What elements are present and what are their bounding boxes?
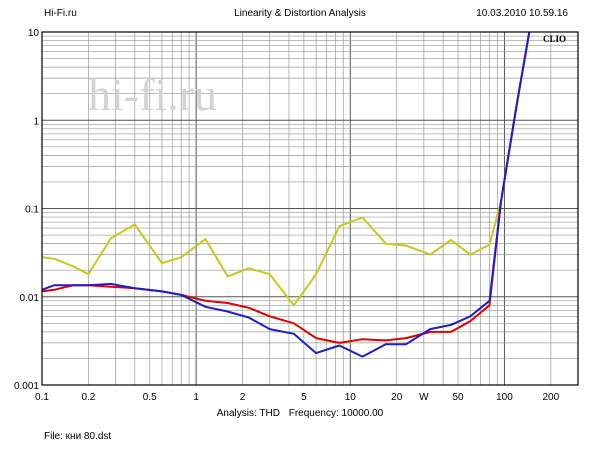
plot-frame [41,31,579,386]
clio-badge: CLIO [543,34,566,44]
x-tick-label: 0.5 [143,392,157,403]
series-layer [41,31,531,358]
y-tick-label: 10 [28,28,40,39]
x-tick-label: 2 [240,392,246,403]
series-line-2 [41,31,531,344]
x-tick-label: 5 [301,392,307,403]
y-tick-label: 0.001 [14,381,39,392]
x-tick-label: 200 [543,392,560,403]
y-tick-label: 0.1 [25,205,39,216]
x-tick-label: 10 [345,392,357,403]
y-tick-label: 0.01 [20,293,40,304]
axis-ticks: 0.1 0.2 0.5 1 2 5 10 20 W 50 100 200 10 1 0.1 0.01 0.001 [14,28,560,403]
x-tick-label: W [419,392,429,403]
x-tick-label: 20 [391,392,403,403]
x-tick-label: 1 [193,392,199,403]
series-line-1 [41,31,531,307]
series-line-3 [41,31,531,358]
x-tick-label: 100 [496,392,513,403]
x-tick-label: 50 [452,392,464,403]
analysis-info: Analysis: THD Frequency: 10000.00 [0,408,600,419]
analysis-type: Analysis: THD [216,408,280,419]
header-datetime: 10.03.2010 10.59.16 [476,8,568,19]
analysis-frequency: Frequency: 10000.00 [288,408,384,419]
x-tick-label: 0.1 [35,392,49,403]
file-name: File: кни 80.dst [44,431,112,442]
y-tick-label: 1 [33,116,39,127]
chart-title: Linearity & Distortion Analysis [234,8,366,19]
watermark-logo: hi-fi.ru [88,69,217,120]
header-site-label: Hi-Fi.ru [44,8,77,19]
grid [42,32,578,385]
x-tick-label: 0.2 [81,392,95,403]
